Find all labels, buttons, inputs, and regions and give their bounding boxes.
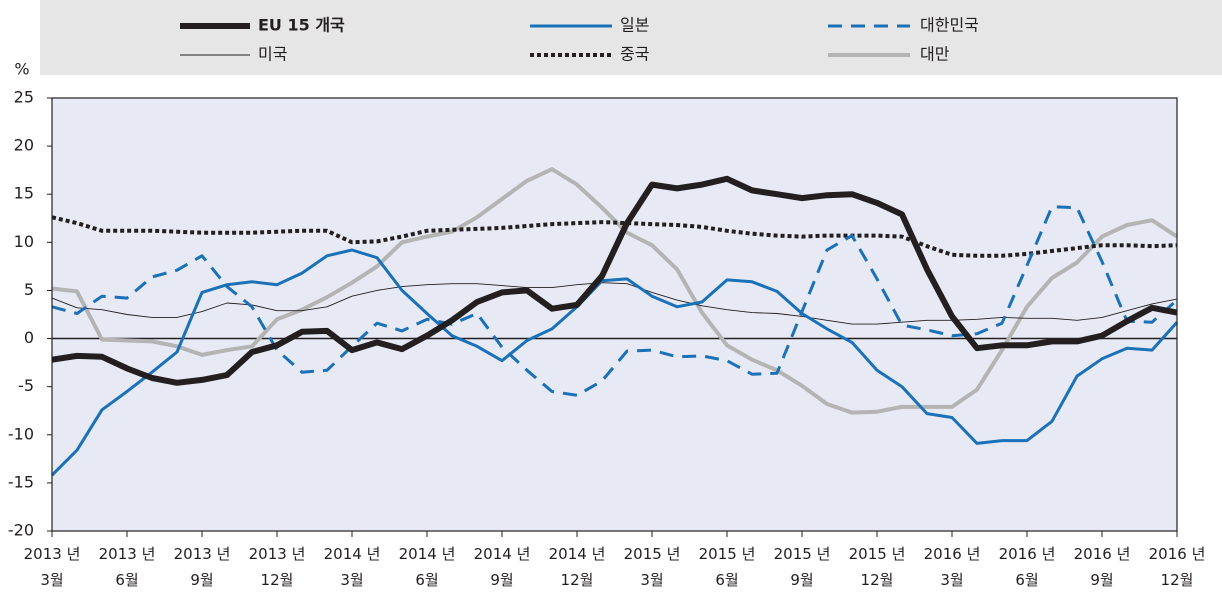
x-tick-label: 2015 년 9월 (773, 545, 831, 589)
x-tick-label: 2013 년 12월 (248, 545, 306, 589)
y-tick-label: 25 (14, 88, 34, 107)
x-tick-label: 2013 년 9월 (173, 545, 231, 589)
y-tick-label: -10 (8, 424, 34, 443)
x-tick-label: 2015 년 3월 (623, 545, 681, 589)
legend-label: 중국 (620, 45, 649, 64)
legend-box (40, 0, 1222, 75)
x-tick-label: 2014 년 12월 (548, 545, 606, 589)
x-tick-label: 2013 년 3월 (23, 545, 81, 589)
series-line (51, 175, 1178, 386)
plot-border (51, 97, 1178, 532)
x-tick-label: 2014 년 9월 (473, 545, 531, 589)
x-tick-label: 2014 년 3월 (323, 545, 381, 589)
y-unit: % (14, 60, 29, 79)
legend-label: 대한민국 (920, 16, 979, 35)
y-tick-label: 0 (24, 328, 34, 347)
series-line (51, 282, 1178, 325)
series-line (51, 215, 1178, 258)
legend-label: EU 15 개국 (258, 16, 345, 35)
x-tick-label: 2015 년 12월 (848, 545, 906, 589)
y-tick-label: 10 (14, 232, 34, 251)
x-tick-label: 2016 년 3월 (923, 545, 981, 589)
legend-label: 대만 (920, 45, 950, 64)
y-tick-label: 20 (14, 136, 34, 155)
x-tick-label: 2015 년 6월 (698, 545, 756, 589)
y-tick-label: -20 (8, 521, 34, 540)
legend-label: 미국 (258, 45, 287, 64)
x-tick-label: 2016 년 12월 (1148, 545, 1206, 589)
x-tick-label: 2016 년 9월 (1073, 545, 1131, 589)
y-tick-label: 5 (24, 280, 34, 299)
plot-area (52, 98, 1177, 531)
y-tick-label: -15 (8, 472, 34, 491)
series-line (50, 248, 1179, 477)
y-tick-label: -5 (18, 376, 34, 395)
legend-label: 일본 (620, 16, 649, 35)
y-tick-label: 15 (14, 184, 34, 203)
x-tick-label: 2013 년 6월 (98, 545, 156, 589)
x-tick-label: 2016 년 6월 (998, 545, 1056, 589)
series-line (51, 167, 1179, 415)
x-tick-label: 2014 년 6월 (398, 545, 456, 589)
